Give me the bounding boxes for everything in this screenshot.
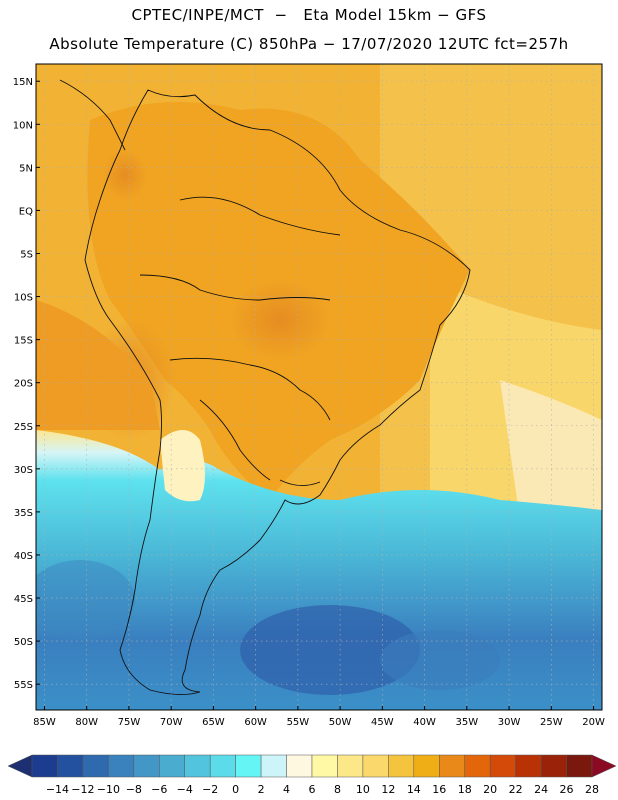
longitude-label: 75W xyxy=(118,717,141,728)
longitude-label: 20W xyxy=(582,717,605,728)
colorbar-segment xyxy=(337,754,364,778)
colorbar-label: 10 xyxy=(356,783,370,796)
colorbar-label: −2 xyxy=(202,783,218,796)
colorbar-segment xyxy=(133,754,160,778)
colorbar-segment xyxy=(82,754,109,778)
colorbar-right-arrow xyxy=(591,754,617,778)
colorbar-label: −4 xyxy=(177,783,193,796)
colorbar-segment xyxy=(515,754,542,778)
latitude-label: 40S xyxy=(14,551,33,562)
latitude-label: 25S xyxy=(14,422,33,433)
map-title-line-2: Absolute Temperature (C) 850hPa − 17/07/… xyxy=(49,35,569,53)
longitude-label: 65W xyxy=(202,717,225,728)
colorbar-segment xyxy=(260,754,287,778)
colorbar xyxy=(7,754,617,778)
colorbar-segment xyxy=(464,754,491,778)
colorbar-segment xyxy=(439,754,465,778)
longitude-label: 55W xyxy=(287,717,310,728)
colorbar-segment xyxy=(159,754,185,778)
latitude-label: 20S xyxy=(14,379,33,390)
longitude-label: 50W xyxy=(329,717,352,728)
colorbar-segment xyxy=(362,754,389,778)
colorbar-label: 24 xyxy=(534,783,548,796)
longitude-label: 35W xyxy=(456,717,479,728)
colorbar-label: 4 xyxy=(283,783,290,796)
colorbar-label: 6 xyxy=(309,783,316,796)
coastline-and-borders xyxy=(59,79,471,695)
colorbar-segment xyxy=(235,754,262,778)
map-title-line-1: CPTEC/INPE/MCT − Eta Model 15km − GFS xyxy=(131,6,487,24)
latitude-label: 5N xyxy=(19,163,33,174)
latitude-label: EQ xyxy=(19,206,33,217)
colorbar-label: −12 xyxy=(71,783,94,796)
colorbar-segment xyxy=(108,754,135,778)
colorbar-label: 22 xyxy=(509,783,523,796)
colorbar-segment xyxy=(566,754,593,778)
latitude-label: 50S xyxy=(14,637,33,648)
longitude-label: 60W xyxy=(244,717,267,728)
colorbar-label: 0 xyxy=(232,783,239,796)
latitude-label: 15S xyxy=(14,336,33,347)
latitude-label: 30S xyxy=(14,465,33,476)
colorbar-label: 16 xyxy=(432,783,446,796)
longitude-label: 80W xyxy=(75,717,98,728)
colorbar-segment xyxy=(209,754,236,778)
colorbar-label: −8 xyxy=(126,783,142,796)
colorbar-labels: −14 −12 −10 −8 −6 −4 −2 0 2 4 6 8 10 12 14 16 18 20 22 24 26… xyxy=(46,783,599,796)
latitude-label: 45S xyxy=(14,594,33,605)
longitude-label: 25W xyxy=(540,717,563,728)
colorbar-label: 14 xyxy=(407,783,421,796)
longitude-label: 85W xyxy=(33,717,56,728)
colorbar-label: 12 xyxy=(381,783,395,796)
longitude-label: 70W xyxy=(160,717,183,728)
colorbar-label: 20 xyxy=(483,783,497,796)
longitude-label: 40W xyxy=(413,717,436,728)
latitude-label: 5S xyxy=(20,249,33,260)
colorbar-segment xyxy=(489,754,516,778)
colorbar-left-arrow xyxy=(7,754,33,778)
colorbar-label: −14 xyxy=(46,783,69,796)
latitude-labels: 15N 10N 5N EQ 5S 10S 15S 20S 25S 30S 35S 40S 45S 50S 5… xyxy=(13,77,40,691)
colorbar-label: 8 xyxy=(334,783,341,796)
colorbar-segment xyxy=(540,754,567,778)
colorbar-segment xyxy=(57,754,84,778)
colorbar-segment xyxy=(184,754,211,778)
latitude-label: 15N xyxy=(13,77,33,88)
colorbar-label: 2 xyxy=(258,783,265,796)
longitude-label: 30W xyxy=(498,717,521,728)
colorbar-segment xyxy=(31,754,58,778)
longitude-label: 45W xyxy=(371,717,394,728)
colorbar-label: −6 xyxy=(151,783,167,796)
colorbar-segment xyxy=(311,754,338,778)
latitude-label: 35S xyxy=(14,508,33,519)
latitude-label: 55S xyxy=(14,680,33,691)
colorbar-segment xyxy=(286,754,313,778)
colorbar-label: 18 xyxy=(458,783,472,796)
colorbar-label: 26 xyxy=(560,783,574,796)
colorbar-label: 28 xyxy=(585,783,599,796)
latitude-label: 10S xyxy=(14,293,33,304)
colorbar-label: −10 xyxy=(97,783,120,796)
colorbar-segment xyxy=(388,754,415,778)
longitude-labels: 85W 80W 75W 70W 65W 60W 55W 50W 45W 40W 35W 30W 25W 2… xyxy=(33,706,605,728)
temperature-field xyxy=(36,64,602,710)
colorbar-segment xyxy=(413,754,440,778)
map-frame xyxy=(35,63,603,711)
latitude-label: 10N xyxy=(13,120,33,131)
